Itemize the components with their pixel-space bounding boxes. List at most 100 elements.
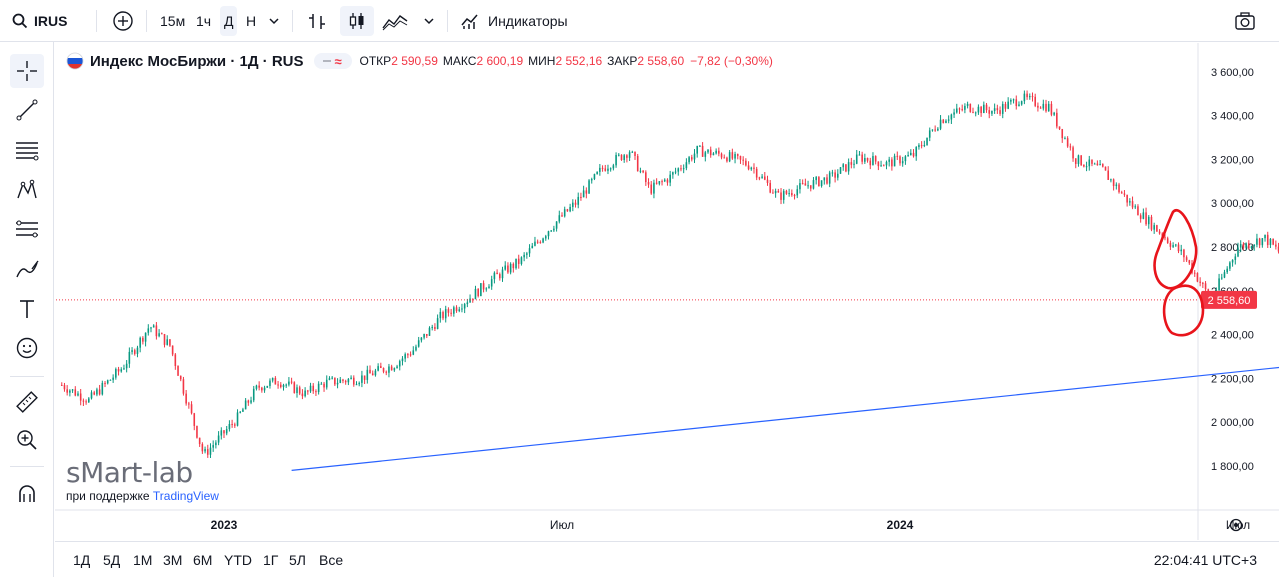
- indicators-icon: [461, 14, 478, 29]
- crosshair-tool[interactable]: [10, 54, 44, 88]
- candle-body: [404, 354, 406, 359]
- horizontal-lines-icon: [16, 142, 39, 161]
- candle-body: [1091, 159, 1093, 164]
- candle-body: [1139, 215, 1142, 219]
- text-tool[interactable]: [10, 292, 44, 326]
- candle-body: [279, 384, 282, 388]
- range-button[interactable]: 1Д: [73, 552, 91, 568]
- interval-15m[interactable]: 15м: [160, 0, 185, 42]
- candle-body: [1050, 103, 1053, 115]
- candles-chart-type-button[interactable]: [340, 6, 374, 36]
- candle-body: [382, 368, 385, 372]
- interval-label: Н: [246, 13, 257, 29]
- interval-day[interactable]: Д: [220, 6, 238, 36]
- range-button[interactable]: 5Л: [289, 552, 306, 568]
- pattern-tool[interactable]: [10, 173, 44, 207]
- candle-body: [509, 263, 512, 273]
- candle-body: [685, 162, 688, 169]
- candle-body: [690, 157, 693, 160]
- gear-icon[interactable]: [1229, 518, 1243, 532]
- candle-body: [985, 104, 988, 111]
- candle-body: [785, 190, 788, 194]
- candle-body: [826, 177, 828, 184]
- candle-body: [188, 403, 190, 405]
- range-button[interactable]: Все: [319, 552, 344, 568]
- interval-dropdown[interactable]: [268, 0, 280, 42]
- candle-body: [688, 157, 690, 163]
- measure-tool[interactable]: [10, 385, 44, 419]
- chart-legend: Индекс МосБиржи · 1Д · RUS ≈ ОТКР 2 590,5…: [66, 51, 773, 71]
- candle-body: [1183, 249, 1185, 258]
- candle-body: [358, 382, 360, 385]
- candle-body: [220, 430, 223, 436]
- candle-body: [855, 154, 858, 164]
- range-button[interactable]: 1Г: [263, 552, 279, 568]
- candle-body: [1239, 243, 1242, 248]
- candle-body: [918, 145, 920, 148]
- candle-body: [961, 109, 963, 111]
- chart-type-dropdown[interactable]: [423, 0, 435, 42]
- interval-week[interactable]: Н: [246, 0, 256, 42]
- symbol-search[interactable]: IRUS: [12, 0, 67, 42]
- candle-body: [342, 379, 344, 381]
- candles-icon: [349, 13, 364, 29]
- candle-body: [642, 170, 644, 173]
- candle-body: [488, 286, 490, 289]
- range-button[interactable]: 6М: [193, 552, 213, 568]
- candle-body: [950, 114, 953, 120]
- compare-button[interactable]: [112, 0, 134, 42]
- candle-body: [1220, 277, 1223, 279]
- candle-body: [174, 354, 177, 367]
- candle-body: [369, 369, 371, 374]
- candle-body: [309, 385, 312, 392]
- candle-body: [298, 387, 301, 394]
- candle-body: [720, 153, 723, 158]
- zoom-tool[interactable]: [10, 423, 44, 457]
- area-chart-type-button[interactable]: [382, 0, 408, 42]
- screenshot-button[interactable]: [1234, 0, 1256, 42]
- trend-line-tool[interactable]: [10, 93, 44, 127]
- candle-body: [561, 215, 563, 217]
- candle-body: [1180, 249, 1183, 252]
- range-button[interactable]: 3М: [163, 552, 183, 568]
- candle-body: [580, 196, 582, 198]
- candle-body: [544, 236, 547, 239]
- candle-body: [745, 160, 747, 166]
- range-button[interactable]: 1М: [133, 552, 153, 568]
- interval-1h[interactable]: 1ч: [196, 0, 211, 42]
- magnet-icon: [19, 485, 35, 502]
- candle-body: [1001, 103, 1004, 114]
- low-label: МИН: [528, 54, 556, 68]
- candle-body: [1164, 237, 1166, 239]
- candle-body: [1158, 231, 1161, 234]
- range-button[interactable]: 5Д: [103, 552, 121, 568]
- fib-tool[interactable]: [10, 133, 44, 167]
- magnet-tool[interactable]: [10, 477, 44, 511]
- candle-body: [74, 389, 77, 396]
- candle-body: [269, 380, 271, 386]
- candle-body: [1153, 225, 1155, 230]
- candle-body: [739, 155, 742, 160]
- candle-body: [731, 152, 734, 159]
- tradingview-link[interactable]: TradingView: [152, 489, 219, 503]
- trend-line[interactable]: [291, 340, 1279, 471]
- candle-body: [1261, 238, 1264, 246]
- open-label: ОТКР: [359, 54, 392, 68]
- icon-tool[interactable]: [10, 331, 44, 365]
- candle-body: [325, 379, 328, 388]
- price-chart[interactable]: 1 800,002 000,002 200,002 400,002 600,00…: [55, 43, 1279, 540]
- bar-chart-type-button[interactable]: [306, 0, 328, 42]
- candle-body: [639, 170, 642, 172]
- series-status-badge[interactable]: ≈: [313, 53, 352, 69]
- candle-body: [401, 358, 404, 362]
- candle-body: [396, 366, 398, 369]
- candle-body: [328, 378, 331, 380]
- candle-body: [1042, 103, 1045, 109]
- candle-body: [380, 366, 382, 369]
- bottom-toolbar: 1Д 5Д 1М 3М 6М YTD 1Г 5Л Все 22:04:41 UTC+3: [55, 541, 1279, 577]
- brush-tool[interactable]: [10, 252, 44, 286]
- indicators-button[interactable]: Индикаторы: [460, 0, 568, 42]
- candle-body: [104, 382, 106, 384]
- range-button[interactable]: YTD: [224, 552, 252, 568]
- prediction-tool[interactable]: [10, 212, 44, 246]
